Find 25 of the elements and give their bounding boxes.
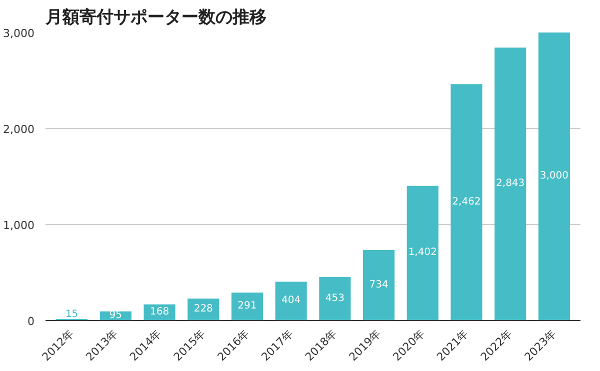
data-label: 1,402 <box>408 247 437 258</box>
chart-title: 月額寄付サポーター数の推移 <box>44 8 266 28</box>
y-tick-label: 0 <box>28 315 34 328</box>
data-label: 291 <box>238 300 257 312</box>
bar <box>450 84 482 320</box>
data-label: 453 <box>325 292 344 304</box>
bar <box>362 250 395 320</box>
bar <box>538 32 570 320</box>
data-label: 2,462 <box>452 196 481 208</box>
bar <box>275 282 307 320</box>
data-label: 3,000 <box>540 170 569 182</box>
bar <box>494 48 526 320</box>
y-tick-label: 1,000 <box>3 219 35 232</box>
data-label: 95 <box>109 310 122 321</box>
data-label: 2,843 <box>496 178 525 190</box>
data-label: 404 <box>282 295 301 306</box>
bar <box>319 277 351 320</box>
data-label: 734 <box>369 279 388 290</box>
y-tick-label: 3,000 <box>3 27 35 40</box>
y-tick-label: 2,000 <box>3 123 35 136</box>
data-label: 168 <box>150 306 170 318</box>
data-label: 15 <box>65 309 78 320</box>
bar <box>406 186 438 320</box>
bar <box>231 292 264 320</box>
data-label: 228 <box>194 304 213 315</box>
